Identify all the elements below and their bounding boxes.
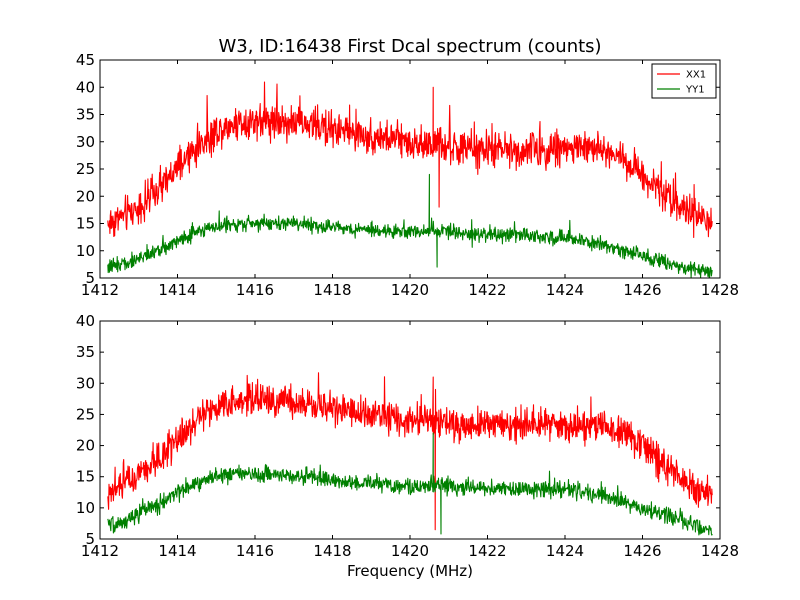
legend-box (651, 63, 717, 99)
y-tick-label: 20 (76, 437, 95, 455)
x-tick-label: 1418 (313, 542, 351, 560)
x-tick-label: 1416 (236, 542, 274, 560)
x-tick-label: 1428 (701, 281, 739, 299)
y-tick-label: 30 (76, 133, 95, 151)
x-tick-label: 1414 (158, 281, 196, 299)
legend-label-xx1: XX1 (686, 70, 706, 81)
y-tick-label: 30 (76, 374, 95, 392)
series-group (107, 372, 713, 536)
top-spectrum-panel: 1412 1414 1416 1418 1420 1422 1424 1426 1428 5 10 1… (76, 51, 739, 299)
y-tick-label: 40 (76, 312, 95, 330)
x-tick-label: 1412 (81, 542, 119, 560)
x-tick-label: 1420 (391, 281, 429, 299)
series-group (107, 81, 713, 278)
y-tick-label: 15 (76, 468, 95, 486)
y-tick-label: 25 (76, 160, 95, 178)
y-tick-label: 10 (76, 499, 95, 517)
x-tick-label: 1426 (623, 542, 661, 560)
y-tick-label: 40 (76, 78, 95, 96)
series-line-xx1 (107, 372, 713, 531)
series-line-xx1 (107, 81, 713, 239)
x-tick-label: 1422 (468, 542, 506, 560)
x-tick-label: 1428 (701, 542, 739, 560)
y-tick-label: 45 (76, 51, 95, 69)
series-line-yy1 (107, 173, 713, 278)
figure-title: W3, ID:16438 First Dcal spectrum (counts… (218, 36, 601, 57)
x-tick-label: 1414 (158, 542, 196, 560)
y-tick-label: 35 (76, 106, 95, 124)
y-tick-label: 10 (76, 242, 95, 260)
y-tick-label: 25 (76, 405, 95, 423)
x-tick-label: 1418 (313, 281, 351, 299)
series-line-yy1 (107, 432, 713, 536)
x-tick-label: 1424 (546, 281, 584, 299)
x-tick-label: 1426 (623, 281, 661, 299)
x-tick-label: 1422 (468, 281, 506, 299)
x-tick-label: 1424 (546, 542, 584, 560)
y-tick-label: 5 (85, 269, 95, 287)
x-axis-label: Frequency (MHz) (347, 562, 473, 580)
y-tick-label: 35 (76, 343, 95, 361)
bottom-spectrum-panel: 1412 1414 1416 1418 1420 1422 1424 1426 1428 5 10 1… (76, 312, 739, 560)
y-tick-label: 20 (76, 187, 95, 205)
y-tick-label: 15 (76, 215, 95, 233)
x-tick-label: 1420 (391, 542, 429, 560)
x-tick-label: 1412 (81, 281, 119, 299)
legend-label-yy1: YY1 (685, 85, 705, 96)
x-tick-label: 1416 (236, 281, 274, 299)
y-tick-label: 5 (85, 530, 95, 548)
